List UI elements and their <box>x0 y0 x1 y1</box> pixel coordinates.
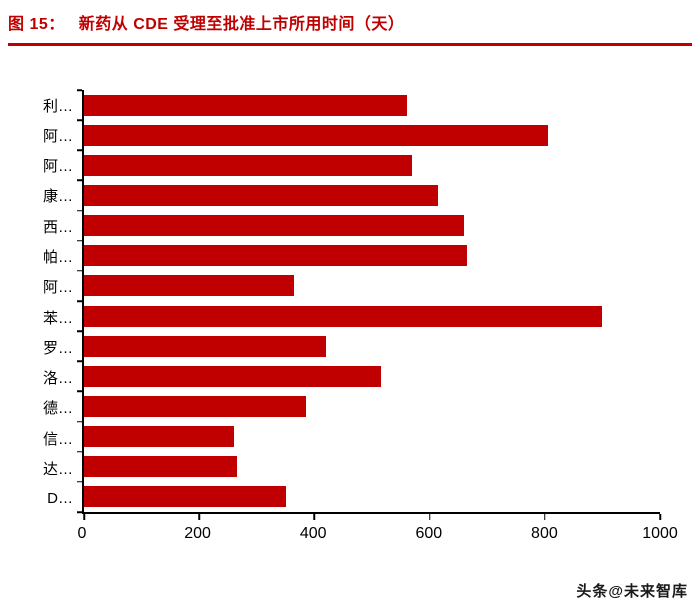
x-axis-tick <box>544 514 546 520</box>
plot-area <box>77 89 661 520</box>
y-axis-tick <box>77 481 82 483</box>
bar-row <box>84 241 660 271</box>
y-axis-tick <box>77 420 82 423</box>
bar-row <box>84 180 660 210</box>
bar-row <box>84 301 660 331</box>
y-axis-label: 西… <box>42 218 73 236</box>
y-axis-tick <box>77 119 82 121</box>
y-axis-label: 阿… <box>42 279 73 297</box>
x-tick-label: 200 <box>184 525 211 542</box>
y-axis-label: 阿… <box>42 158 73 176</box>
bar <box>84 245 468 267</box>
bar-row <box>84 211 660 241</box>
x-tick-label: 800 <box>531 525 558 542</box>
y-axis-label: D… <box>47 490 73 508</box>
bar <box>84 124 548 146</box>
bar-row <box>84 391 660 421</box>
y-axis-label: 德… <box>42 400 73 418</box>
bar <box>84 335 326 357</box>
x-axis-tick <box>198 514 200 520</box>
bar-row <box>84 120 660 150</box>
bar <box>84 395 306 417</box>
bar-row <box>84 90 660 120</box>
y-axis-tick <box>77 330 82 332</box>
figure-header: 图 15： 新药从 CDE 受理至批准上市所用时间（天） <box>0 0 700 34</box>
y-axis-tick <box>77 300 82 302</box>
y-axis-tick <box>77 209 82 212</box>
bar <box>84 275 295 297</box>
bar-row <box>84 482 660 512</box>
y-axis-label: 信… <box>42 430 73 448</box>
bar-chart: 利… 阿… 阿… 康… 西… 帕… 阿… 苯… 罗… 洛… 德… 信… 达… D… 0 200 400 600 8… <box>0 89 700 548</box>
x-axis-tick <box>428 514 431 520</box>
y-axis-label: 康… <box>42 188 73 206</box>
y-axis-tick <box>77 511 82 513</box>
x-axis-spacer <box>0 514 82 548</box>
bar-row <box>84 422 660 452</box>
bar <box>84 94 407 116</box>
y-axis-labels: 利… 阿… 阿… 康… 西… 帕… 阿… 苯… 罗… 洛… 德… 信… 达… D… <box>0 90 82 514</box>
bar <box>84 215 465 237</box>
x-tick-label: 400 <box>299 525 327 542</box>
x-tick-label: 1000 <box>642 525 678 542</box>
bar <box>84 365 381 387</box>
bar-row <box>84 331 660 361</box>
title-divider-line <box>8 43 692 46</box>
y-axis-tick <box>77 450 82 453</box>
y-axis-tick <box>77 149 82 152</box>
bar <box>84 486 286 508</box>
x-axis-tick <box>659 514 661 520</box>
bar-row <box>84 271 660 301</box>
y-axis-tick <box>77 270 82 272</box>
x-axis-labels: 0 200 400 600 800 1000 <box>78 514 678 548</box>
y-axis-tick <box>77 89 82 91</box>
figure-number: 图 15： <box>8 16 65 33</box>
x-tick-label: 600 <box>415 525 443 542</box>
bar <box>84 154 413 176</box>
figure-title: 新药从 CDE 受理至批准上市所用时间（天） <box>78 16 405 33</box>
y-axis-tick <box>77 239 82 242</box>
y-axis-label: 罗… <box>42 339 73 357</box>
y-axis-label: 苯… <box>42 309 73 327</box>
x-axis-tick <box>313 514 316 520</box>
y-axis-label: 阿… <box>42 127 73 145</box>
bar <box>84 426 234 448</box>
bar-row <box>84 150 660 180</box>
x-tick-label: 0 <box>77 525 87 542</box>
watermark-text: 头条@未来智库 <box>576 583 688 600</box>
bar-row <box>84 452 660 482</box>
y-axis-label: 洛… <box>42 370 73 388</box>
x-axis-tick <box>83 514 85 520</box>
y-axis-tick <box>77 360 82 363</box>
y-axis-tick <box>77 390 82 393</box>
y-axis-tick <box>77 179 82 182</box>
bar <box>84 184 439 206</box>
bar-row <box>84 361 660 391</box>
bar <box>84 305 603 327</box>
y-axis-label: 帕… <box>42 249 73 267</box>
y-axis-label: 达… <box>42 461 73 479</box>
bar <box>84 456 237 478</box>
y-axis-label: 利… <box>42 97 73 115</box>
